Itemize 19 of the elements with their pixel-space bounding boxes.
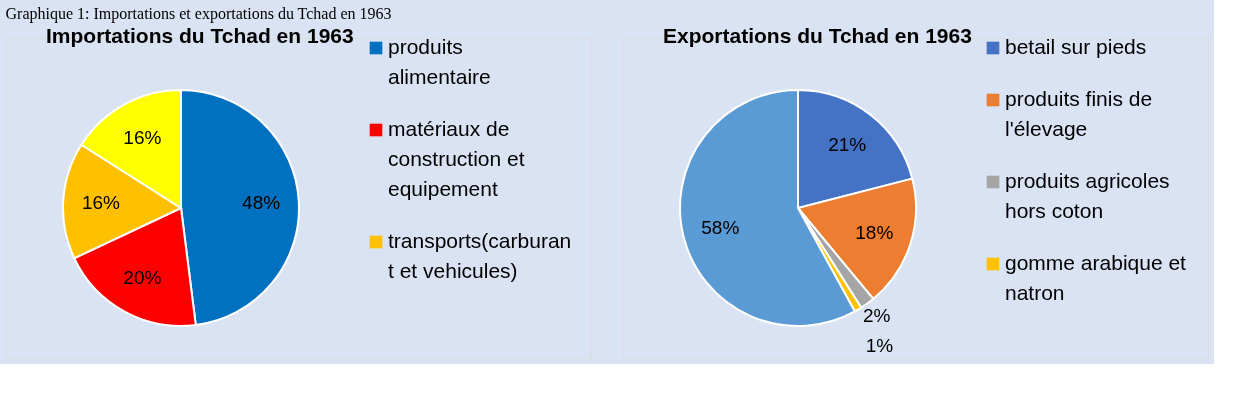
chart-title: Importations du Tchad en 1963: [46, 24, 354, 47]
legend-label: produits alimentaire: [388, 35, 491, 88]
legend-label: betail sur pieds: [1005, 35, 1147, 58]
data-label: 16%: [81, 191, 121, 213]
data-label: 1%: [865, 334, 894, 356]
data-label: 18%: [855, 221, 894, 243]
legend-label: gomme arabique et natron: [1005, 251, 1187, 304]
data-label: 58%: [701, 216, 740, 238]
data-label: 21%: [828, 133, 867, 155]
data-label: 2%: [863, 305, 891, 327]
legend-label: transports(carburant et vehicules): [388, 229, 572, 282]
text: Graphique 1: Importations et exportations du Tchad en 1963: [5, 4, 392, 23]
data-label: 20%: [123, 267, 162, 289]
data-label: 16%: [123, 126, 162, 148]
chart-title: Exportations du Tchad en 1963: [663, 24, 972, 47]
legend-label: produits agricoles hors coton: [1005, 169, 1170, 222]
legend-label: produits finis de l'élevage: [1005, 87, 1153, 140]
legend-label: matériaux de construction et equipement: [388, 117, 525, 200]
data-label: 48%: [242, 191, 281, 213]
